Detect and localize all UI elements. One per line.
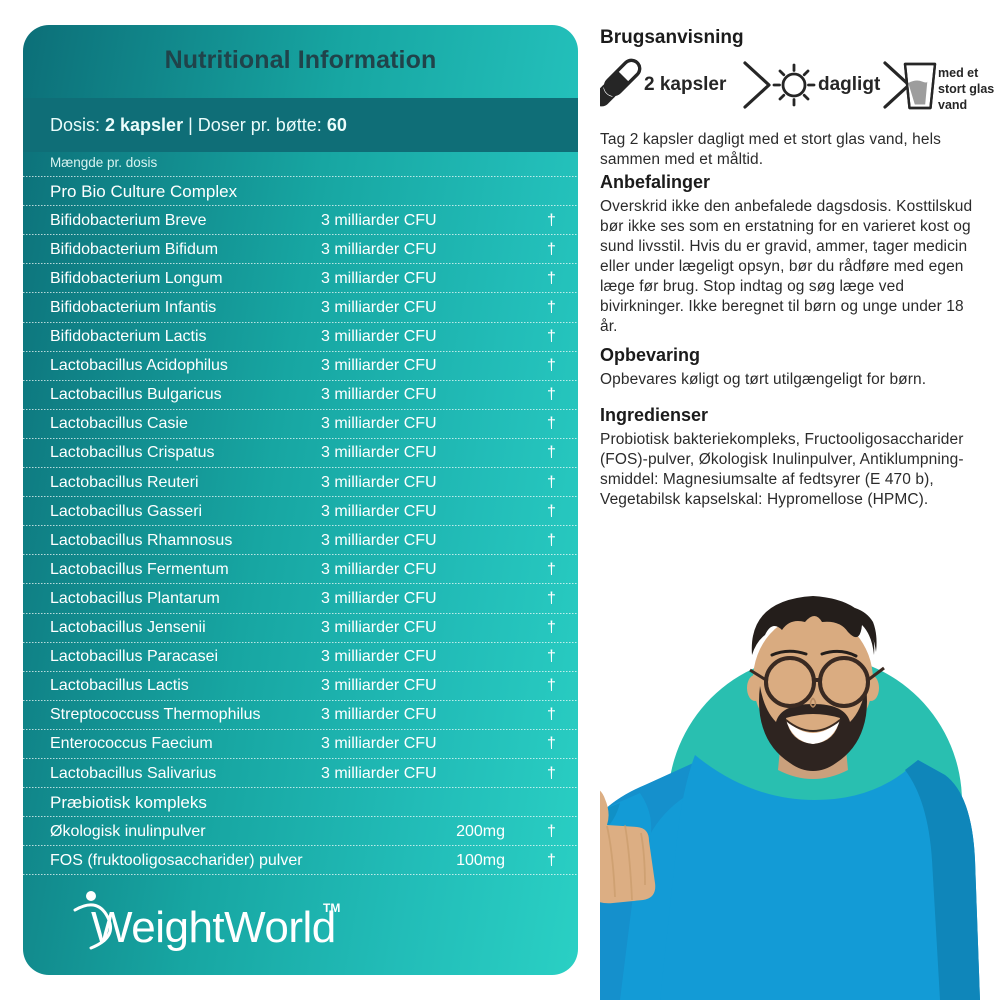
svg-text:vand: vand [938,98,967,112]
svg-text:dagligt: dagligt [818,74,881,95]
svg-text:stort glas: stort glas [938,82,994,96]
svg-text:2 kapsler: 2 kapsler [644,74,727,95]
svg-text:med et: med et [938,66,979,80]
svg-text:TM: TM [323,901,340,915]
svg-text:WeightWorld: WeightWorld [91,903,336,952]
